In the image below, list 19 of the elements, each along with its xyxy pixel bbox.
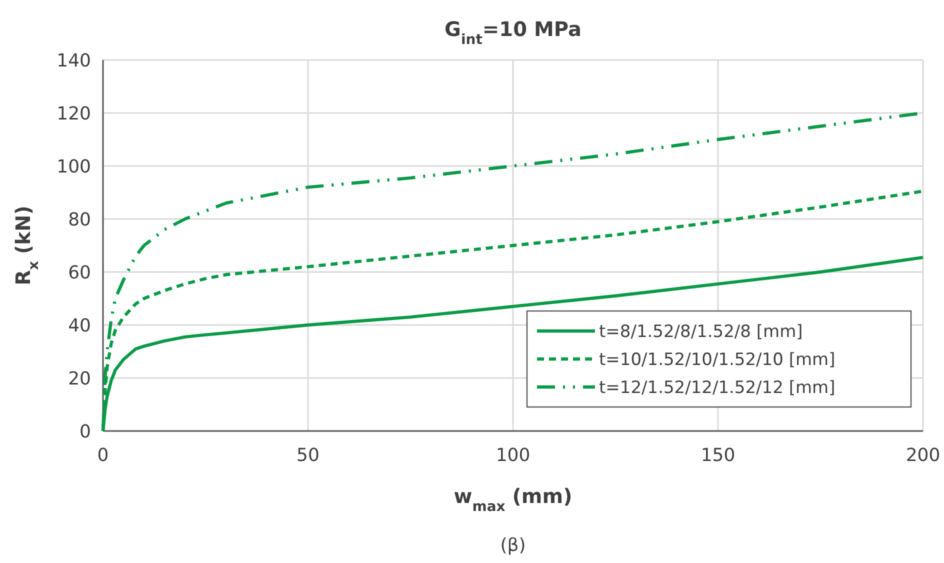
- y-tick-label: 40: [68, 315, 91, 336]
- chart-title: G$_{int}$=10 MPa: [444, 17, 582, 48]
- x-tick-label: 200: [906, 445, 940, 466]
- x-axis-title: w$_{max}$ (mm): [454, 484, 572, 515]
- x-tick-label: 0: [97, 445, 109, 466]
- y-tick-label: 140: [56, 50, 91, 72]
- y-tick-label: 20: [68, 368, 91, 390]
- legend-label: t=10/1.52/10/1.52/10 [mm]: [599, 350, 836, 370]
- legend-label: t=8/1.52/8/1.52/8 [mm]: [599, 322, 803, 342]
- x-tick-label: 100: [496, 445, 530, 466]
- x-tick-label: 150: [700, 445, 736, 466]
- text: (β): [500, 535, 526, 556]
- legend-label: t=12/1.52/12/1.52/12 [mm]: [599, 378, 836, 398]
- y-tick-label: 80: [68, 209, 91, 230]
- x-tick-label: 50: [296, 445, 320, 466]
- y-tick-label: 100: [56, 156, 91, 178]
- y-tick-label: 120: [56, 103, 91, 124]
- y-tick-label: 0: [80, 421, 91, 442]
- y-tick-label: 60: [68, 262, 91, 284]
